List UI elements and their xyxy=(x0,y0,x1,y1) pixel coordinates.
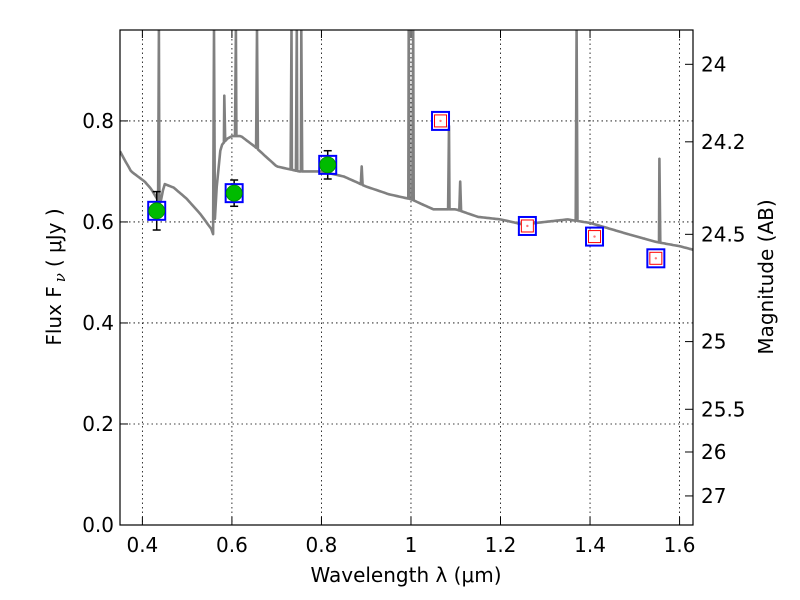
x-tick-label: 0.6 xyxy=(216,533,248,557)
y-axis-label: Flux F ν ( μJy ) xyxy=(42,208,69,345)
y-axis-label-main: Flux F xyxy=(42,286,66,345)
observed-point xyxy=(148,202,166,220)
x-axis-label: Wavelength λ (μm) xyxy=(310,563,501,587)
y-tick-label: 0.4 xyxy=(82,311,114,335)
x-tick-label: 1.6 xyxy=(664,533,696,557)
right-tick-label: 24 xyxy=(701,52,726,76)
upper-limit-marker xyxy=(593,235,596,238)
y-tick-label: 0.0 xyxy=(82,513,114,537)
right-tick-label: 24.5 xyxy=(701,222,746,246)
x-tick-label: 1.2 xyxy=(485,533,517,557)
model-point xyxy=(224,183,244,204)
y-tick-label: 0.6 xyxy=(82,210,114,234)
x-tick-label: 0.8 xyxy=(306,533,338,557)
data-points xyxy=(147,110,666,269)
upper-limit-marker xyxy=(526,224,529,228)
model-point xyxy=(318,154,338,175)
x-tick-label: 0.4 xyxy=(126,533,158,557)
observed-point xyxy=(319,156,337,174)
model-point xyxy=(431,110,451,131)
right-tick-label: 25.5 xyxy=(701,397,746,421)
model-point xyxy=(646,248,666,269)
right-axis-label: Magnitude (AB) xyxy=(754,199,778,354)
y-tick-label: 0.8 xyxy=(82,109,114,133)
right-tick-label: 27 xyxy=(701,484,726,508)
spectrum-line xyxy=(120,30,693,251)
upper-limit-marker xyxy=(654,257,658,260)
y-axis-label-group: Flux F ν ( μJy ) xyxy=(42,208,69,345)
right-tick-label: 24.2 xyxy=(701,130,746,154)
y-axis-label-unit: ( μJy ) xyxy=(42,208,66,267)
model-point xyxy=(517,215,537,236)
observed-point xyxy=(225,184,243,202)
axis-ticks: 0.4 0.6 0.8 1 1.2 1.4 1.6 0.0 0.2 0.4 0.6 0.8 24 24.2… xyxy=(82,30,746,557)
plot-frame xyxy=(119,29,694,526)
model-spectrum xyxy=(120,30,693,251)
model-point xyxy=(585,226,605,247)
model-point xyxy=(147,200,167,221)
y-tick-label: 0.2 xyxy=(82,412,114,436)
x-tick-label: 1.4 xyxy=(574,533,606,557)
right-tick-label: 25 xyxy=(701,330,726,354)
upper-limit-marker xyxy=(439,119,442,123)
right-tick-label: 26 xyxy=(701,440,726,464)
y-axis-label-sub: ν xyxy=(51,273,69,282)
x-tick-label: 1 xyxy=(405,533,418,557)
